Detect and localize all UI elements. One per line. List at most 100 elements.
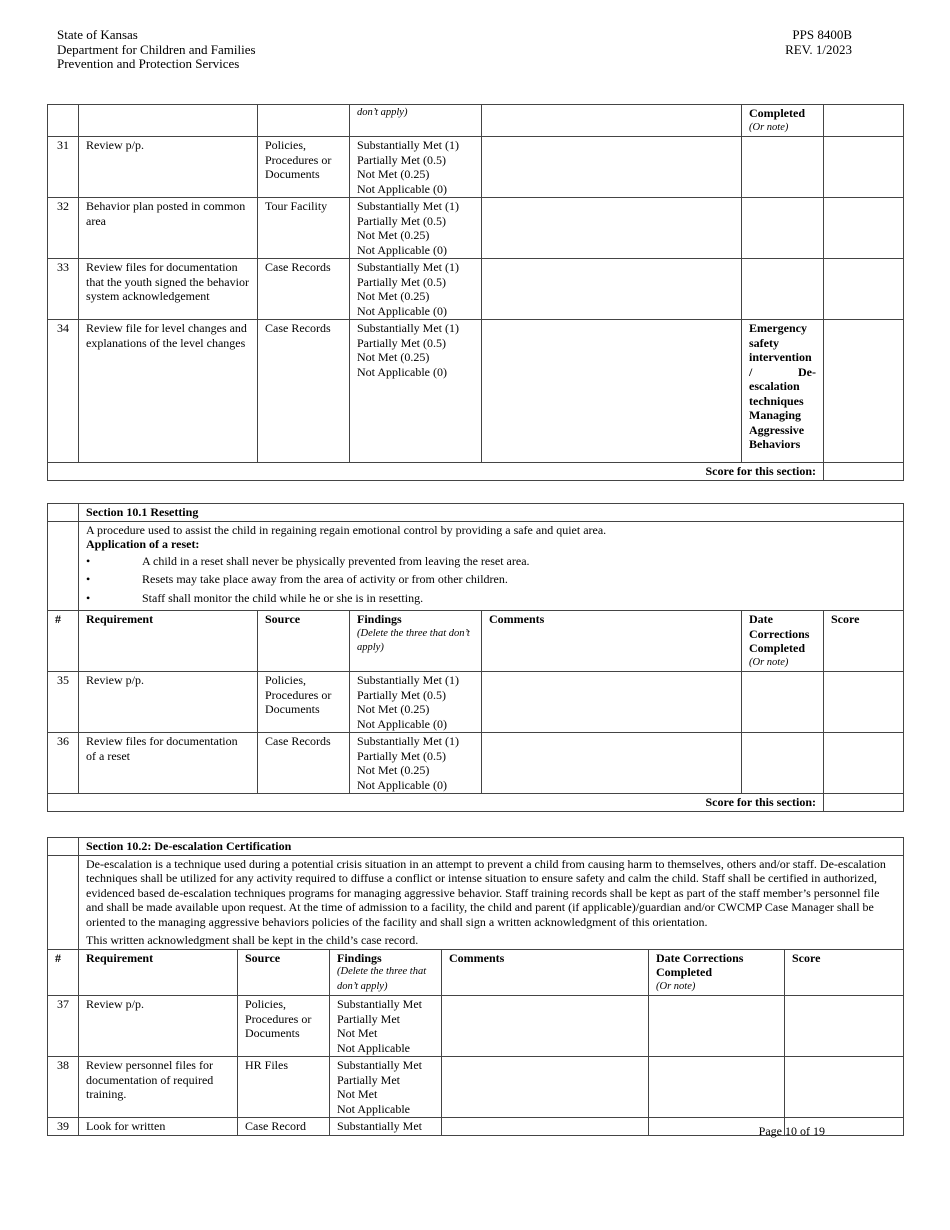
source-cell: Policies, Procedures or Documents bbox=[257, 671, 350, 733]
finding-option: Partially Met bbox=[337, 1072, 400, 1087]
finding-option: Not Applicable bbox=[337, 1040, 410, 1055]
col-header-requirement: Requirement bbox=[78, 610, 258, 672]
findings-cell: Substantially Met (1) Partially Met (0.5)… bbox=[349, 732, 482, 794]
finding-option: Not Applicable (0) bbox=[357, 242, 447, 257]
bullet-item: • Resets may take place away from the are… bbox=[86, 572, 508, 586]
findings-note: don’t apply) bbox=[357, 107, 408, 118]
date-title: Date Corrections Completed bbox=[749, 612, 810, 655]
section-10-1-resetting-table: Section 10.1 Resetting A procedure used … bbox=[47, 503, 905, 812]
score-row: Score for this section: bbox=[47, 793, 905, 812]
date-title: Date Corrections Completed bbox=[656, 950, 744, 980]
bullet-item: • Staff shall monitor the child while he … bbox=[86, 590, 424, 605]
bullet-item: • A child in a reset shall never be physi… bbox=[86, 553, 530, 568]
comments-cell[interactable] bbox=[481, 136, 742, 198]
finding-option: Not Met (0.25) bbox=[357, 763, 430, 777]
table-row: 31 Review p/p. Policies, Procedures or Doc… bbox=[47, 136, 904, 198]
finding-option: Partially Met (0.5) bbox=[357, 274, 446, 289]
header-division: Prevention and Protection Services bbox=[57, 56, 240, 71]
header-department: Department for Children and Families bbox=[57, 41, 256, 57]
finding-option: Partially Met (0.5) bbox=[357, 152, 446, 167]
finding-option: Not Met bbox=[337, 1026, 378, 1040]
score-cell[interactable] bbox=[783, 995, 905, 1057]
comments-cell[interactable] bbox=[441, 995, 649, 1057]
comments-cell[interactable] bbox=[481, 671, 742, 733]
source-cell: Policies, Procedures or Documents bbox=[257, 136, 350, 198]
col-header-comments: Comments bbox=[481, 610, 742, 672]
section-title-row: Section 10.2: De-escalation Certificatio… bbox=[47, 837, 905, 856]
row-number: 33 bbox=[47, 258, 79, 320]
table-row: 37 Review p/p. Policies, Procedures or Doc… bbox=[47, 995, 905, 1057]
section-score-cell[interactable] bbox=[822, 793, 905, 812]
section-description: De-escalation is a technique used during… bbox=[86, 856, 886, 929]
row-number: 38 bbox=[47, 1056, 79, 1118]
date-corrections-cell[interactable] bbox=[648, 1056, 785, 1118]
finding-option: Substantially Met bbox=[337, 1119, 422, 1133]
source-cell: Case Records bbox=[257, 732, 350, 794]
date-corrections-cell[interactable] bbox=[741, 197, 824, 259]
requirement-cell: Look for written bbox=[78, 1117, 238, 1136]
findings-cell: Substantially Met bbox=[329, 1117, 442, 1136]
finding-option: Not Met bbox=[337, 1087, 378, 1101]
checklist-table-section-10: don’t apply) Completed (Or note) 31 Review… bbox=[47, 104, 904, 481]
date-corrections-cell[interactable] bbox=[741, 136, 824, 198]
source-cell: Case Record bbox=[237, 1117, 330, 1136]
source-cell: Tour Facility bbox=[257, 197, 350, 259]
col-header-findings: Findings (Delete the three that don’t app… bbox=[349, 610, 482, 672]
date-note-text: Emergency safety intervention / De-escal… bbox=[749, 321, 816, 408]
date-corrections-cell[interactable] bbox=[741, 671, 824, 733]
date-corrections-cell[interactable] bbox=[648, 995, 785, 1057]
column-header-row: # Requirement Source Findings (Delete the th… bbox=[47, 610, 905, 672]
score-cell[interactable] bbox=[823, 197, 904, 259]
table-row: 34 Review file for level changes and expl… bbox=[47, 319, 904, 463]
findings-cell: Substantially Met (1) Partially Met (0.5)… bbox=[349, 197, 482, 259]
row-number: 34 bbox=[47, 319, 79, 463]
col-header-number: # bbox=[47, 610, 79, 672]
row-number: 37 bbox=[47, 995, 79, 1057]
finding-option: Not Met (0.25) bbox=[357, 702, 430, 716]
comments-cell[interactable] bbox=[481, 732, 742, 794]
score-row: Score for this section: bbox=[47, 462, 904, 481]
finding-option: Partially Met (0.5) bbox=[357, 213, 446, 228]
score-cell[interactable] bbox=[822, 732, 905, 794]
date-corrections-cell[interactable] bbox=[741, 732, 824, 794]
page-number: Page 10 of 19 bbox=[758, 1124, 825, 1138]
comments-cell[interactable] bbox=[481, 319, 742, 463]
section-description-row: A procedure used to assist the child in … bbox=[47, 520, 905, 611]
table-row: 38 Review personnel files for documentati… bbox=[47, 1056, 905, 1118]
score-label: Score for this section: bbox=[47, 793, 824, 812]
score-cell[interactable] bbox=[823, 136, 904, 198]
score-cell[interactable] bbox=[783, 1056, 905, 1118]
finding-option: Not Applicable (0) bbox=[357, 181, 447, 196]
finding-option: Substantially Met bbox=[337, 997, 422, 1011]
score-cell[interactable] bbox=[822, 671, 905, 733]
finding-option: Substantially Met bbox=[337, 1058, 422, 1072]
requirement-cell: Review p/p. bbox=[78, 136, 258, 198]
comments-cell[interactable] bbox=[441, 1056, 649, 1118]
requirement-cell: Review files for documentation of a rese… bbox=[78, 732, 258, 794]
comments-cell[interactable] bbox=[481, 258, 742, 320]
date-corrections-cell[interactable]: Emergency safety intervention / De-escal… bbox=[741, 319, 824, 463]
date-corrections-cell[interactable] bbox=[741, 258, 824, 320]
comments-cell[interactable] bbox=[481, 197, 742, 259]
findings-note: (Delete the three that don’t apply) bbox=[337, 966, 427, 992]
section-score-cell[interactable] bbox=[823, 462, 904, 481]
table-row: 33 Review files for documentation that th… bbox=[47, 258, 904, 320]
score-cell[interactable] bbox=[823, 319, 904, 463]
col-header-findings: Findings (Delete the three that don’t app… bbox=[329, 948, 442, 996]
finding-option: Substantially Met (1) bbox=[357, 321, 459, 335]
table-row: 35 Review p/p. Policies, Procedures or Doc… bbox=[47, 671, 905, 733]
findings-title: Findings bbox=[357, 612, 402, 626]
score-cell[interactable] bbox=[823, 258, 904, 320]
score-cell[interactable] bbox=[783, 1117, 905, 1136]
finding-option: Not Met (0.25) bbox=[357, 289, 430, 303]
col-header-date: Date Corrections Completed (Or note) bbox=[741, 610, 824, 672]
requirement-cell: Review personnel files for documentation… bbox=[78, 1056, 238, 1118]
finding-option: Partially Met bbox=[337, 1011, 400, 1026]
comments-cell[interactable] bbox=[441, 1117, 649, 1136]
finding-option: Partially Met (0.5) bbox=[357, 687, 446, 702]
finding-option: Substantially Met (1) bbox=[357, 734, 459, 748]
finding-option: Not Applicable (0) bbox=[357, 777, 447, 792]
col-header-comments: Comments bbox=[441, 948, 649, 996]
section-description-note: This written acknowledgment shall be kep… bbox=[86, 933, 419, 947]
col-header-date: Date Corrections Completed (Or note) bbox=[648, 948, 785, 996]
